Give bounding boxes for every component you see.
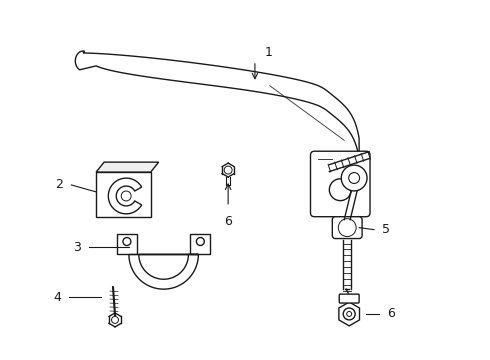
Text: 6: 6 [387,307,395,320]
Polygon shape [96,162,159,172]
Circle shape [347,311,352,316]
FancyBboxPatch shape [332,217,362,239]
Circle shape [329,179,351,201]
Circle shape [343,308,355,320]
Text: 4: 4 [53,291,61,303]
Text: 5: 5 [382,223,390,236]
Polygon shape [117,234,137,255]
Polygon shape [75,51,359,158]
Circle shape [349,172,360,184]
Polygon shape [191,234,210,255]
Circle shape [341,165,367,191]
Text: 2: 2 [55,179,63,192]
Polygon shape [339,302,360,326]
Text: 3: 3 [74,241,81,254]
Polygon shape [108,178,142,214]
Circle shape [224,166,232,174]
Circle shape [112,316,119,323]
Text: 1: 1 [265,46,273,59]
Circle shape [121,191,131,201]
FancyBboxPatch shape [339,294,359,303]
Text: 6: 6 [224,215,232,228]
Circle shape [123,238,131,246]
FancyBboxPatch shape [311,151,370,217]
Polygon shape [96,172,151,217]
Circle shape [338,219,356,237]
Circle shape [196,238,204,246]
